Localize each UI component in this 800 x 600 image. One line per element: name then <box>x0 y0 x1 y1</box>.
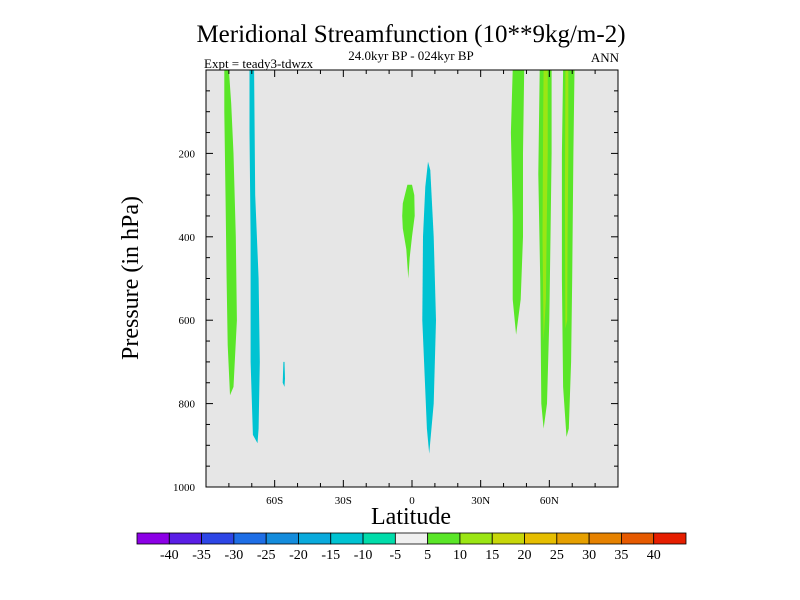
colorbar-swatch <box>362 532 396 545</box>
colorbar-swatch <box>556 532 590 545</box>
colorbar-label: 15 <box>485 548 499 563</box>
equatorial-positive-region <box>402 184 415 279</box>
nh-mid-lat-positive-region <box>510 70 525 335</box>
x-tick-label: 60S <box>266 495 283 507</box>
colorbar-swatch <box>233 532 267 545</box>
sh-mid-lat-negative-small-region <box>282 361 285 387</box>
contour-fills <box>224 70 575 454</box>
colorbar-label: -25 <box>257 548 276 563</box>
y-tick-label: 1000 <box>173 482 196 494</box>
experiment-label: Expt = teady3-tdwzx <box>204 56 314 71</box>
colorbar-swatch <box>330 532 364 545</box>
x-tick-label: 30N <box>471 495 490 507</box>
y-tick-label: 600 <box>179 315 196 327</box>
nh-60n-core-region <box>542 70 548 342</box>
colorbar-label: -30 <box>225 548 244 563</box>
colorbar-swatch <box>588 532 622 545</box>
colorbar-swatch <box>136 532 170 545</box>
colorbar-swatch <box>298 532 332 545</box>
equatorial-negative-region <box>422 161 436 454</box>
colorbar-swatch <box>201 532 235 545</box>
colorbar-label: -35 <box>192 548 211 563</box>
plot-background <box>206 70 618 487</box>
x-axis-label: Latitude <box>371 504 451 530</box>
season-label: ANN <box>591 50 620 65</box>
x-tick-label: 0 <box>409 495 415 507</box>
colorbar-swatch <box>394 532 429 545</box>
colorbar-label: -5 <box>390 548 402 563</box>
colorbar-swatch <box>621 532 655 545</box>
colorbar-label: -10 <box>354 548 373 563</box>
colorbar-swatch <box>524 532 558 545</box>
colorbar-label: 35 <box>614 548 628 563</box>
colorbar-label: 5 <box>424 548 431 563</box>
chart-title: Meridional Streamfunction (10**9kg/m-2) <box>196 21 625 48</box>
y-tick-label: 400 <box>179 232 196 244</box>
colorbar-swatch <box>459 532 493 545</box>
x-axis: 60S 30S 0 30N 60N <box>205 70 619 507</box>
colorbar-label: 25 <box>550 548 564 563</box>
chart-subtitle: 24.0kyr BP - 024kyr BP <box>348 48 474 63</box>
colorbar-swatch <box>168 532 202 545</box>
y-tick-label: 800 <box>179 399 196 411</box>
sh-high-lat-positive-region <box>224 70 237 396</box>
colorbar-swatch <box>653 532 687 545</box>
y-tick-label: 200 <box>179 148 196 160</box>
colorbar-swatch <box>265 532 299 545</box>
x-tick-label: 60N <box>540 495 559 507</box>
y-axis: 200 400 600 800 1000 <box>173 69 618 494</box>
nh-high-lat-core-region <box>564 70 569 329</box>
sh-high-lat-negative-region <box>249 70 260 444</box>
colorbar-label: 30 <box>582 548 596 563</box>
x-tick-label: 30S <box>335 495 352 507</box>
y-axis-label: Pressure (in hPa) <box>118 196 144 360</box>
colorbar-swatch <box>427 532 461 545</box>
colorbar-label: 10 <box>453 548 467 563</box>
colorbar-label: -40 <box>160 548 179 563</box>
colorbar-label: -20 <box>289 548 308 563</box>
colorbar-label: 20 <box>518 548 532 563</box>
colorbar: -40 -35 -30 -25 -20 -15 -10 -5 5 10 15 20 25 30 35 40 <box>136 532 687 563</box>
colorbar-label: -15 <box>321 548 340 563</box>
colorbar-label: 40 <box>647 548 661 563</box>
colorbar-swatch <box>491 532 525 545</box>
